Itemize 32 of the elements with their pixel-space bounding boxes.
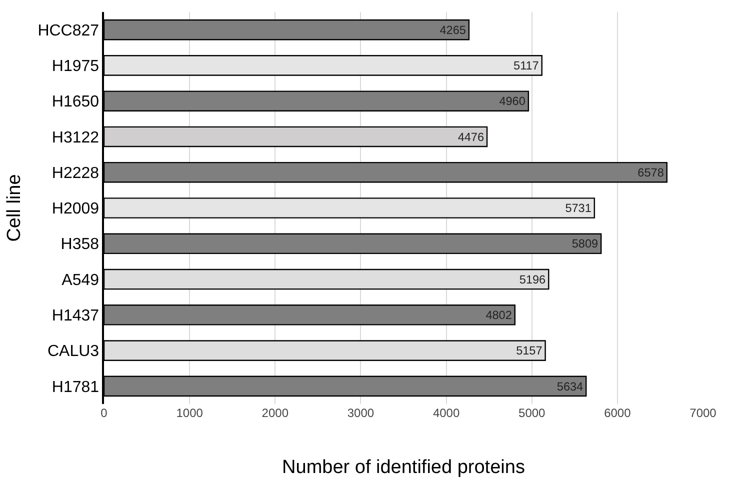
x-tick-label: 3000 — [347, 406, 374, 420]
y-tick-label: H3122 — [52, 129, 100, 146]
data-label: 4960 — [499, 95, 526, 108]
data-label: 6578 — [638, 166, 664, 180]
x-tick-label: 4000 — [432, 406, 460, 420]
x-tick-label: 7000 — [690, 406, 717, 420]
y-tick-label: HCC827 — [38, 22, 100, 40]
data-label: 5731 — [565, 202, 592, 216]
data-label: 5809 — [572, 238, 598, 251]
data-label: 4265 — [440, 24, 466, 37]
data-label: 5117 — [514, 60, 539, 73]
y-tick-label: H2009 — [52, 200, 100, 218]
y-tick-label: CALU3 — [47, 343, 100, 360]
data-label: 4802 — [486, 308, 512, 322]
y-tick-label: H1781 — [52, 378, 100, 396]
x-tick-label: 6000 — [604, 406, 632, 420]
data-label: 5157 — [516, 344, 542, 358]
y-axis-title: Cell line — [4, 174, 26, 242]
y-tick-label: A549 — [62, 272, 100, 289]
y-tick-label: H1975 — [52, 58, 100, 76]
x-tick-label: 2000 — [262, 406, 289, 420]
y-tick-label: H1437 — [52, 308, 100, 325]
x-axis-title: Number of identified proteins — [282, 456, 525, 478]
data-label: 4476 — [458, 130, 484, 144]
data-label: 5634 — [556, 380, 584, 394]
y-tick-label: H358 — [60, 236, 100, 254]
y-tick-label: H2228 — [52, 164, 100, 182]
data-label: 5196 — [519, 273, 546, 286]
x-tick-label: 5000 — [518, 406, 546, 420]
x-tick-label: 0 — [100, 406, 108, 420]
x-tick-label: 1000 — [176, 406, 204, 420]
y-tick-label: H1650 — [52, 94, 100, 111]
